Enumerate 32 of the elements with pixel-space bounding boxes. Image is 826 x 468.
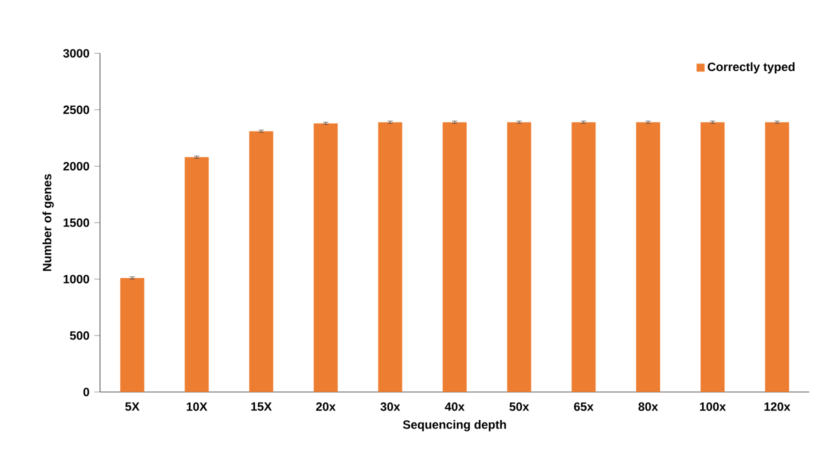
x-tick-label: 65x (574, 402, 594, 411)
y-tick-label: 0 (83, 388, 90, 396)
bar (314, 123, 338, 392)
y-tick-label: 1000 (64, 274, 90, 284)
x-tick-label: 30x (380, 402, 400, 411)
x-tick-label: 100x (700, 402, 726, 411)
y-tick-label: 500 (70, 331, 90, 340)
bar (249, 131, 274, 392)
bar (572, 122, 596, 392)
x-tick-label: 80x (638, 402, 658, 411)
x-tick-label: 50x (510, 402, 530, 411)
legend-label: Correctly typed (708, 62, 794, 74)
y-tick-label: 2000 (63, 162, 90, 170)
x-tick-label: 120x (764, 402, 790, 411)
bar (378, 122, 402, 392)
y-tick-label: 1500 (64, 218, 90, 227)
bar (442, 122, 467, 392)
x-axis-title: Sequencing depth (403, 420, 506, 432)
bar (765, 122, 790, 392)
x-tick-label: 10X (186, 402, 208, 411)
x-tick-label: 15X (251, 402, 272, 411)
bar (184, 157, 209, 392)
x-tick-label: 5X (125, 402, 140, 411)
y-tick-label: 3000 (63, 49, 90, 58)
bar (507, 122, 532, 392)
bar (700, 122, 725, 392)
bar (636, 122, 660, 392)
x-tick-label: 40x (444, 402, 465, 411)
x-tick-label: 20x (316, 402, 336, 411)
bar (120, 278, 144, 392)
y-tick-label: 2500 (63, 106, 90, 114)
y-axis-title: Number of genes (42, 174, 54, 271)
